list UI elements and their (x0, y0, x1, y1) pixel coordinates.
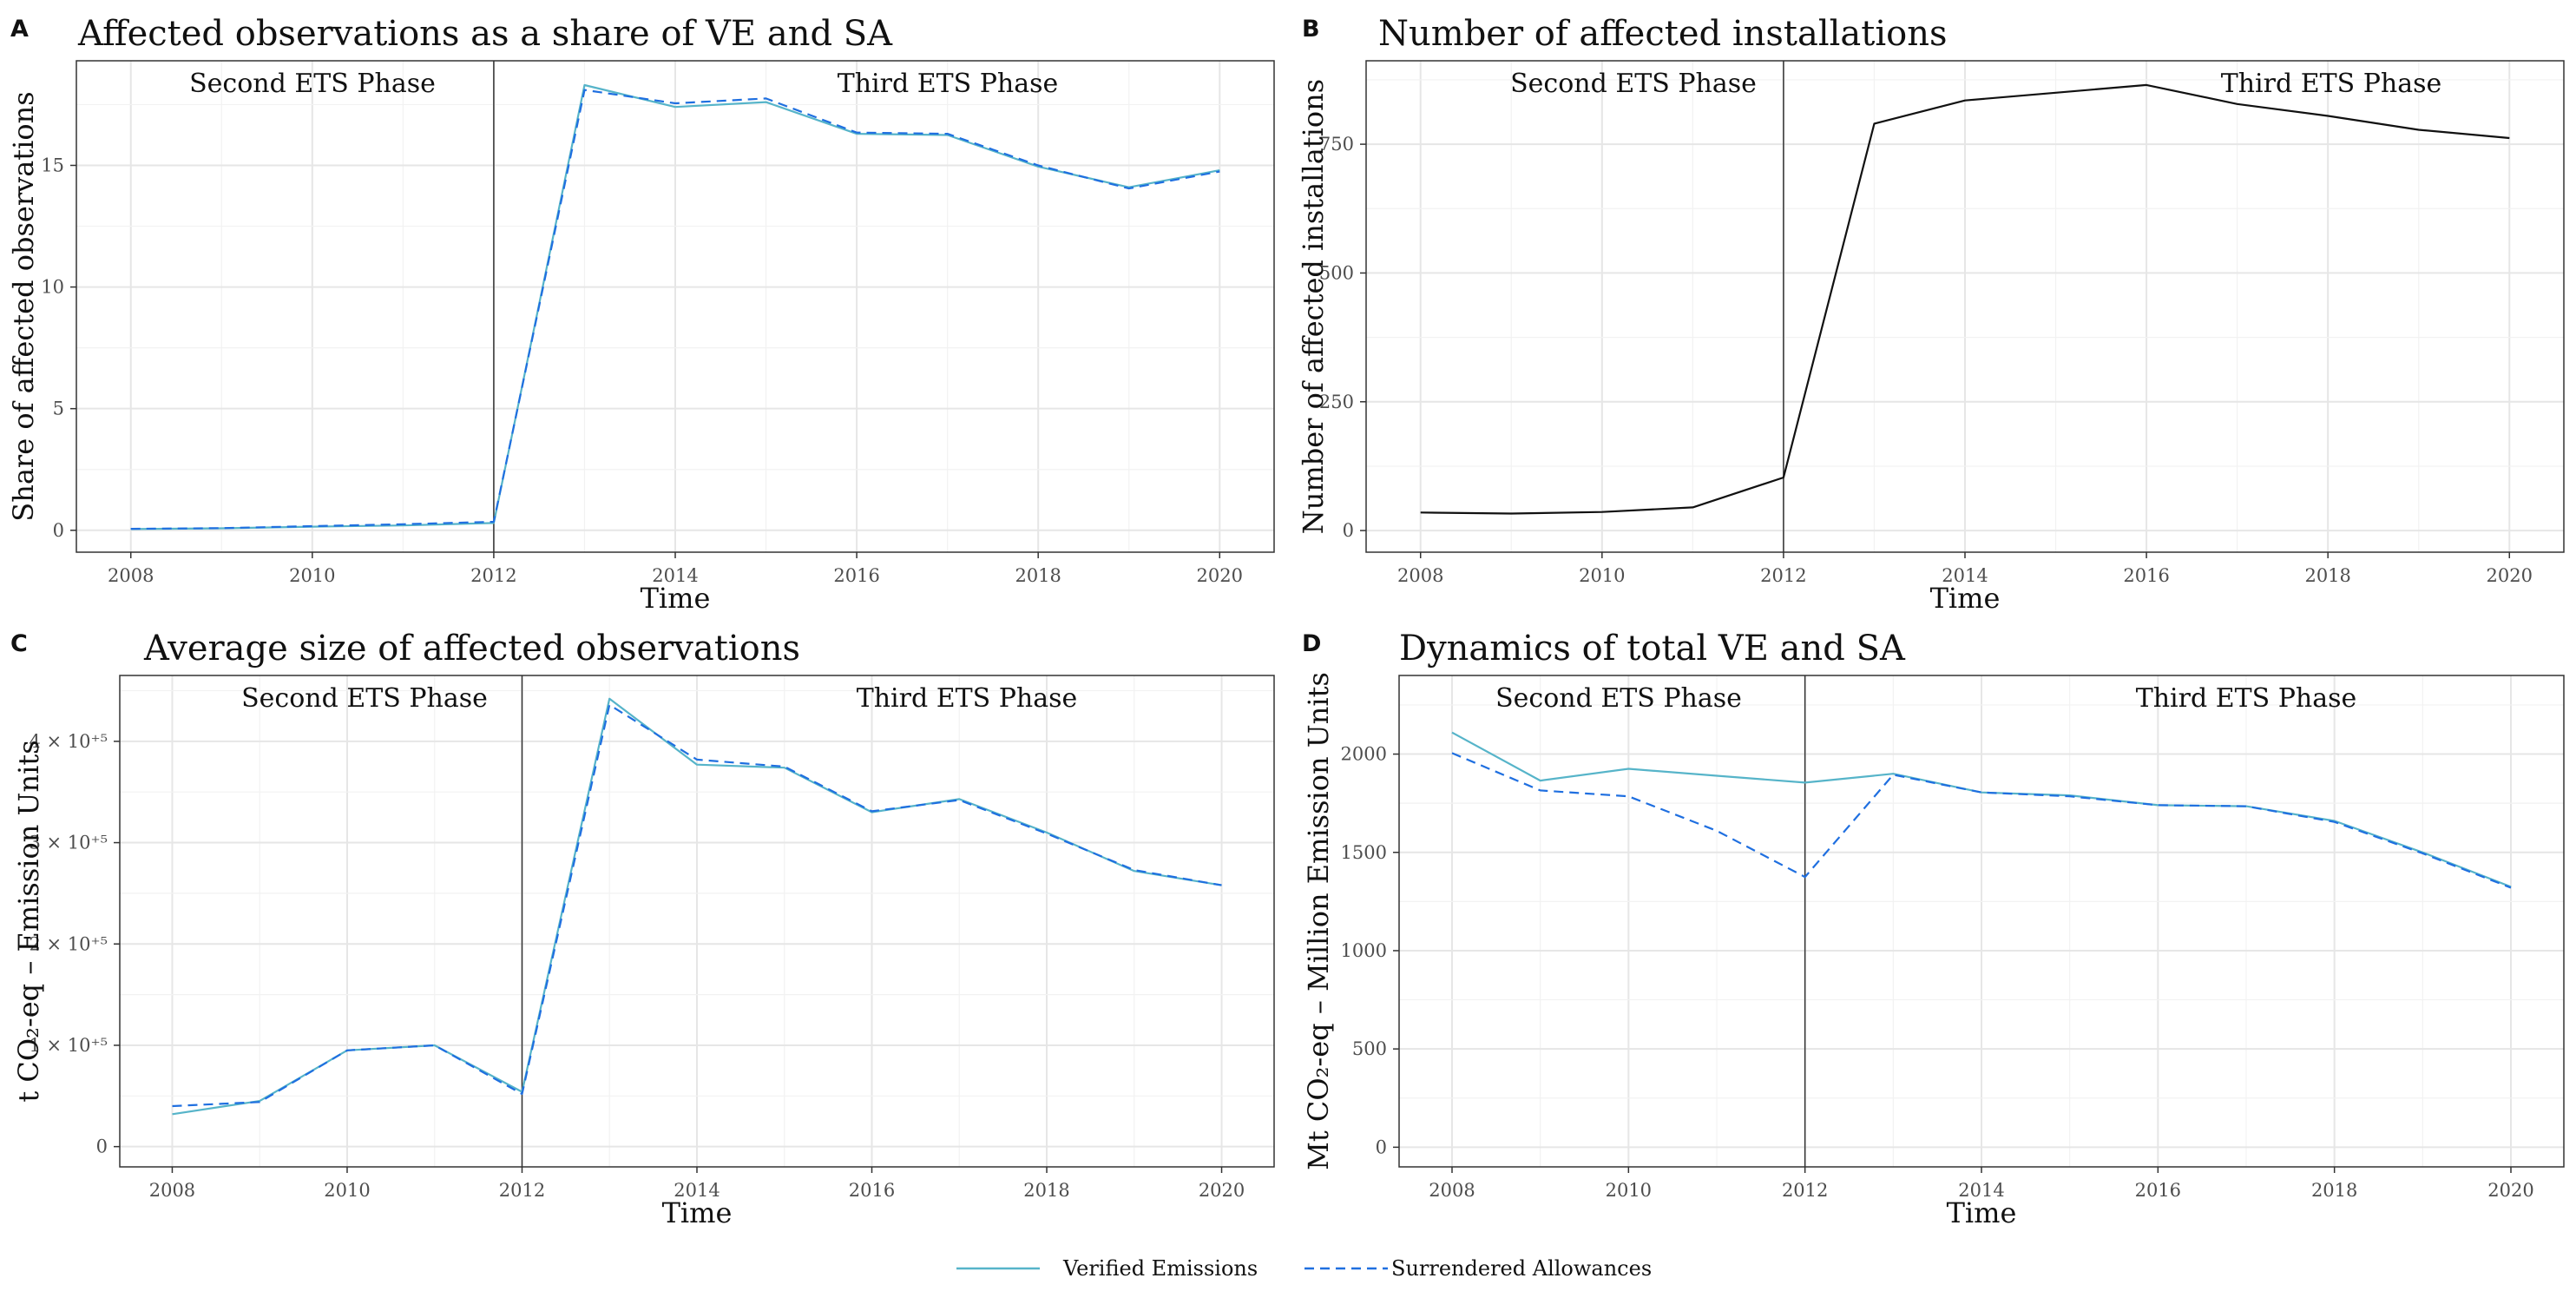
x-axis-title: Time (662, 1196, 733, 1229)
x-tick-label: 2012 (470, 565, 516, 586)
phase-label-third: Third ETS Phase (838, 69, 1059, 99)
y-tick-label: 2000 (1341, 744, 1387, 765)
panel-letter: D (1302, 630, 1321, 657)
y-tick-label: 4 × 10⁺⁵ (29, 731, 108, 752)
phase-label-third: Third ETS Phase (857, 683, 1078, 714)
x-tick-label: 2010 (1606, 1180, 1652, 1201)
x-tick-label: 2014 (674, 1180, 720, 1201)
line-verified-emissions (1451, 731, 2512, 888)
phase-label-third: Third ETS Phase (2221, 69, 2442, 99)
x-axis-title: Time (1947, 1196, 2017, 1229)
x-tick-label: 2016 (2135, 1180, 2181, 1201)
x-tick-label: 2020 (2487, 1180, 2533, 1201)
legend-label-verified-emissions: Verified Emissions (1062, 1256, 1258, 1281)
y-tick-label: 0 (1343, 520, 1354, 541)
y-axis-title: Share of affected observations (7, 91, 40, 521)
y-tick-label: 15 (41, 155, 64, 175)
x-axis-title: Time (641, 582, 711, 615)
x-tick-label: 2020 (1197, 565, 1243, 586)
panel-letter: C (10, 630, 28, 657)
x-tick-label: 2012 (499, 1180, 545, 1201)
line-surrendered-allowances (172, 703, 1222, 1108)
y-axis-title: t CO₂-eq – Emission Units (12, 740, 45, 1102)
line-surrendered-allowances (130, 89, 1220, 530)
y-tick-label: 750 (1319, 134, 1354, 155)
panel-a: 0 5 10 15 2008 2010 2012 2014 2016 2018 2020 Second… (7, 14, 1275, 615)
phase-label-third: Third ETS Phase (2136, 683, 2357, 714)
y-axis-title: Number of affected installations (1297, 79, 1330, 534)
y-tick-label: 500 (1352, 1038, 1387, 1059)
y-axis-title: Mt CO₂-eq – Million Emission Units (1302, 672, 1335, 1170)
y-tick-label: 2 × 10⁺⁵ (29, 933, 108, 954)
x-tick-label: 2016 (849, 1180, 895, 1201)
y-tick-label: 5 (53, 399, 64, 419)
panel-d: 0 500 1000 1500 2000 2008 2010 2012 2014 2016 2018… (1302, 629, 2565, 1229)
legend: Verified Emissions Surrendered Allowance… (956, 1256, 1652, 1281)
plot-frame (1365, 60, 2565, 553)
plot-frame (1398, 675, 2565, 1168)
line-verified-emissions (130, 83, 1220, 530)
y-tick-label: 250 (1319, 392, 1354, 412)
phase-label-second: Second ETS Phase (241, 683, 488, 714)
panel-letter: B (1302, 16, 1320, 43)
x-tick-label: 2018 (2304, 565, 2350, 586)
panel-title: Dynamics of total VE and SA (1399, 629, 1906, 669)
y-tick-label: 0 (53, 520, 64, 541)
y-tick-label: 0 (1376, 1136, 1387, 1157)
phase-label-second: Second ETS Phase (189, 69, 436, 99)
x-tick-label: 2016 (2123, 565, 2169, 586)
x-tick-label: 2010 (324, 1180, 370, 1201)
panel-title: Affected observations as a share of VE a… (77, 14, 893, 54)
panel-c: 0 1 × 10⁺⁵ 2 × 10⁺⁵ 3 × 10⁺⁵ 4 × 10⁺⁵ 2008 201… (10, 629, 1275, 1229)
plot-frame (119, 675, 1275, 1168)
data-line (1420, 83, 2510, 515)
x-tick-label: 2018 (1015, 565, 1061, 586)
x-tick-label: 2014 (1942, 565, 1988, 586)
panel-b: 0 250 500 750 2008 2010 2012 2014 2016 2018 2020 Se… (1297, 14, 2565, 615)
x-tick-label: 2014 (652, 565, 698, 586)
x-tick-label: 2016 (833, 565, 879, 586)
x-tick-label: 2012 (1760, 565, 1806, 586)
x-tick-label: 2020 (2487, 565, 2533, 586)
y-tick-label: 1500 (1341, 842, 1387, 863)
x-tick-label: 2010 (289, 565, 335, 586)
x-tick-label: 2008 (149, 1180, 195, 1201)
x-tick-label: 2008 (1429, 1180, 1475, 1201)
x-tick-label: 2010 (1579, 565, 1625, 586)
x-axis-title: Time (1930, 582, 2001, 615)
phase-label-second: Second ETS Phase (1495, 683, 1742, 714)
plot-frame (76, 60, 1275, 553)
line-surrendered-allowances (1451, 752, 2512, 889)
y-tick-label: 1 × 10⁺⁵ (29, 1035, 108, 1056)
y-tick-label: 0 (96, 1136, 108, 1157)
legend-label-surrendered-allowances: Surrendered Allowances (1391, 1256, 1652, 1281)
x-tick-label: 2008 (1397, 565, 1443, 586)
y-tick-label: 1000 (1341, 940, 1387, 961)
panel-title: Number of affected installations (1378, 14, 1948, 54)
x-tick-label: 2020 (1199, 1180, 1245, 1201)
y-tick-label: 3 × 10⁺⁵ (29, 833, 108, 853)
panel-title: Average size of affected observations (143, 629, 800, 669)
phase-label-second: Second ETS Phase (1510, 69, 1757, 99)
x-tick-label: 2018 (2311, 1180, 2357, 1201)
y-tick-label: 10 (41, 277, 64, 298)
x-tick-label: 2018 (1023, 1180, 1069, 1201)
x-tick-label: 2012 (1782, 1180, 1828, 1201)
y-tick-label: 500 (1319, 262, 1354, 283)
x-tick-label: 2014 (1958, 1180, 2004, 1201)
x-tick-label: 2008 (108, 565, 154, 586)
panel-letter: A (10, 16, 29, 43)
